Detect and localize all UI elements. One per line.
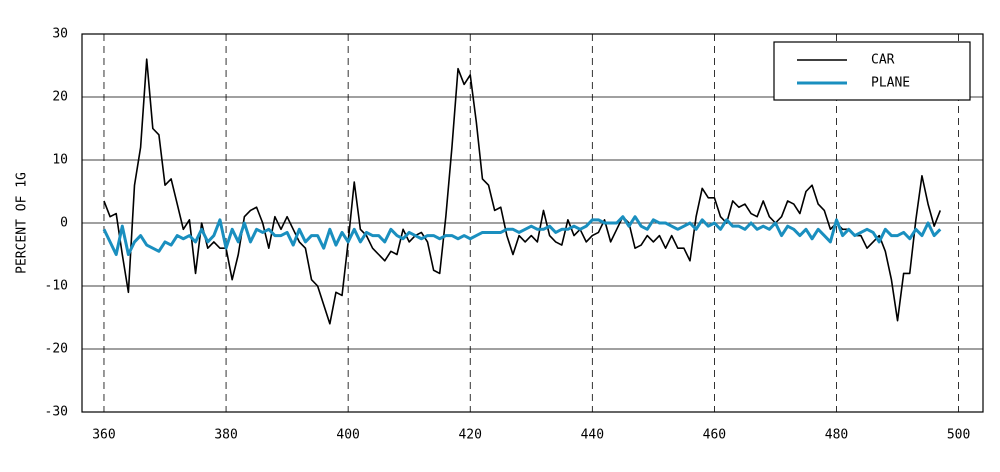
x-tick-label: 400 bbox=[336, 428, 359, 443]
x-tick-label: 420 bbox=[458, 428, 481, 443]
x-tick-label: 480 bbox=[825, 428, 848, 443]
x-tick-label: 380 bbox=[214, 428, 237, 443]
x-tick-label: 500 bbox=[947, 428, 970, 443]
y-tick-label: -20 bbox=[45, 342, 68, 357]
y-tick-label: 10 bbox=[52, 153, 68, 168]
x-tick-label: 440 bbox=[581, 428, 604, 443]
legend-label: CAR bbox=[871, 53, 895, 68]
y-tick-label: 30 bbox=[52, 27, 68, 42]
x-tick-label: 460 bbox=[703, 428, 726, 443]
legend-box bbox=[773, 41, 971, 101]
y-tick-label: 0 bbox=[60, 216, 68, 231]
y-axis-label: PERCENT OF 1G bbox=[15, 172, 30, 274]
y-tick-label: 20 bbox=[52, 90, 68, 105]
y-tick-label: -30 bbox=[45, 405, 68, 420]
legend-label: PLANE bbox=[871, 76, 910, 91]
x-tick-label: 360 bbox=[92, 428, 115, 443]
y-tick-label: -10 bbox=[45, 279, 68, 294]
data-line bbox=[102, 215, 942, 256]
